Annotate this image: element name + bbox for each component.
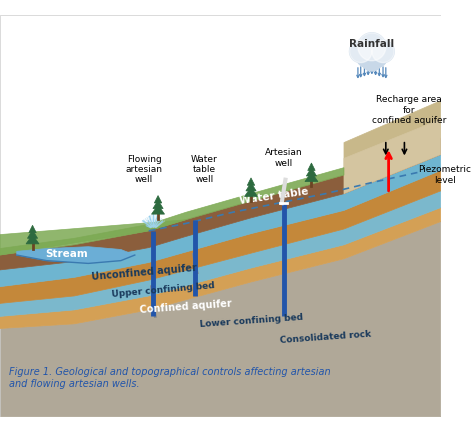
Text: Water
table
well: Water table well: [191, 155, 218, 184]
Polygon shape: [0, 191, 441, 316]
Circle shape: [349, 40, 372, 63]
Polygon shape: [0, 168, 344, 255]
Text: Figure 1. Geological and topographical controls affecting artesian
and flowing a: Figure 1. Geological and topographical c…: [9, 367, 331, 389]
Text: Recharge area
for
confined aquifer: Recharge area for confined aquifer: [372, 95, 446, 125]
Polygon shape: [152, 205, 164, 214]
Circle shape: [357, 49, 375, 67]
Polygon shape: [0, 155, 441, 287]
Polygon shape: [306, 168, 317, 176]
Polygon shape: [245, 187, 257, 197]
Circle shape: [362, 51, 382, 71]
Polygon shape: [308, 163, 315, 171]
Polygon shape: [0, 220, 186, 255]
Text: Piezometric
level: Piezometric level: [419, 165, 471, 185]
Polygon shape: [0, 138, 441, 270]
Polygon shape: [305, 172, 318, 181]
Text: Upper confining bed: Upper confining bed: [111, 281, 215, 299]
Circle shape: [372, 40, 394, 63]
Polygon shape: [0, 171, 441, 303]
Polygon shape: [246, 183, 256, 191]
Circle shape: [372, 40, 394, 63]
Text: Rainfall: Rainfall: [349, 39, 394, 49]
Polygon shape: [0, 208, 441, 328]
Circle shape: [349, 40, 372, 63]
Text: Consolidated rock: Consolidated rock: [280, 330, 371, 346]
Polygon shape: [27, 230, 37, 238]
Text: Confined aquifer: Confined aquifer: [139, 299, 232, 315]
Circle shape: [358, 33, 386, 61]
Polygon shape: [344, 101, 441, 175]
Text: Water table: Water table: [239, 187, 310, 206]
Polygon shape: [153, 200, 163, 209]
Polygon shape: [247, 178, 255, 185]
Text: Lower confining bed: Lower confining bed: [199, 313, 303, 329]
Polygon shape: [344, 119, 441, 194]
Text: Unconfined aquifer: Unconfined aquifer: [91, 263, 197, 282]
Polygon shape: [155, 196, 162, 203]
Text: Flowing
artesian
well: Flowing artesian well: [126, 155, 163, 184]
Polygon shape: [0, 222, 441, 417]
Text: Artesian
well: Artesian well: [265, 148, 302, 168]
Text: Stream: Stream: [46, 249, 88, 259]
Polygon shape: [26, 235, 39, 244]
Circle shape: [358, 33, 386, 61]
Polygon shape: [29, 226, 36, 233]
Polygon shape: [17, 247, 135, 264]
Circle shape: [368, 49, 387, 67]
